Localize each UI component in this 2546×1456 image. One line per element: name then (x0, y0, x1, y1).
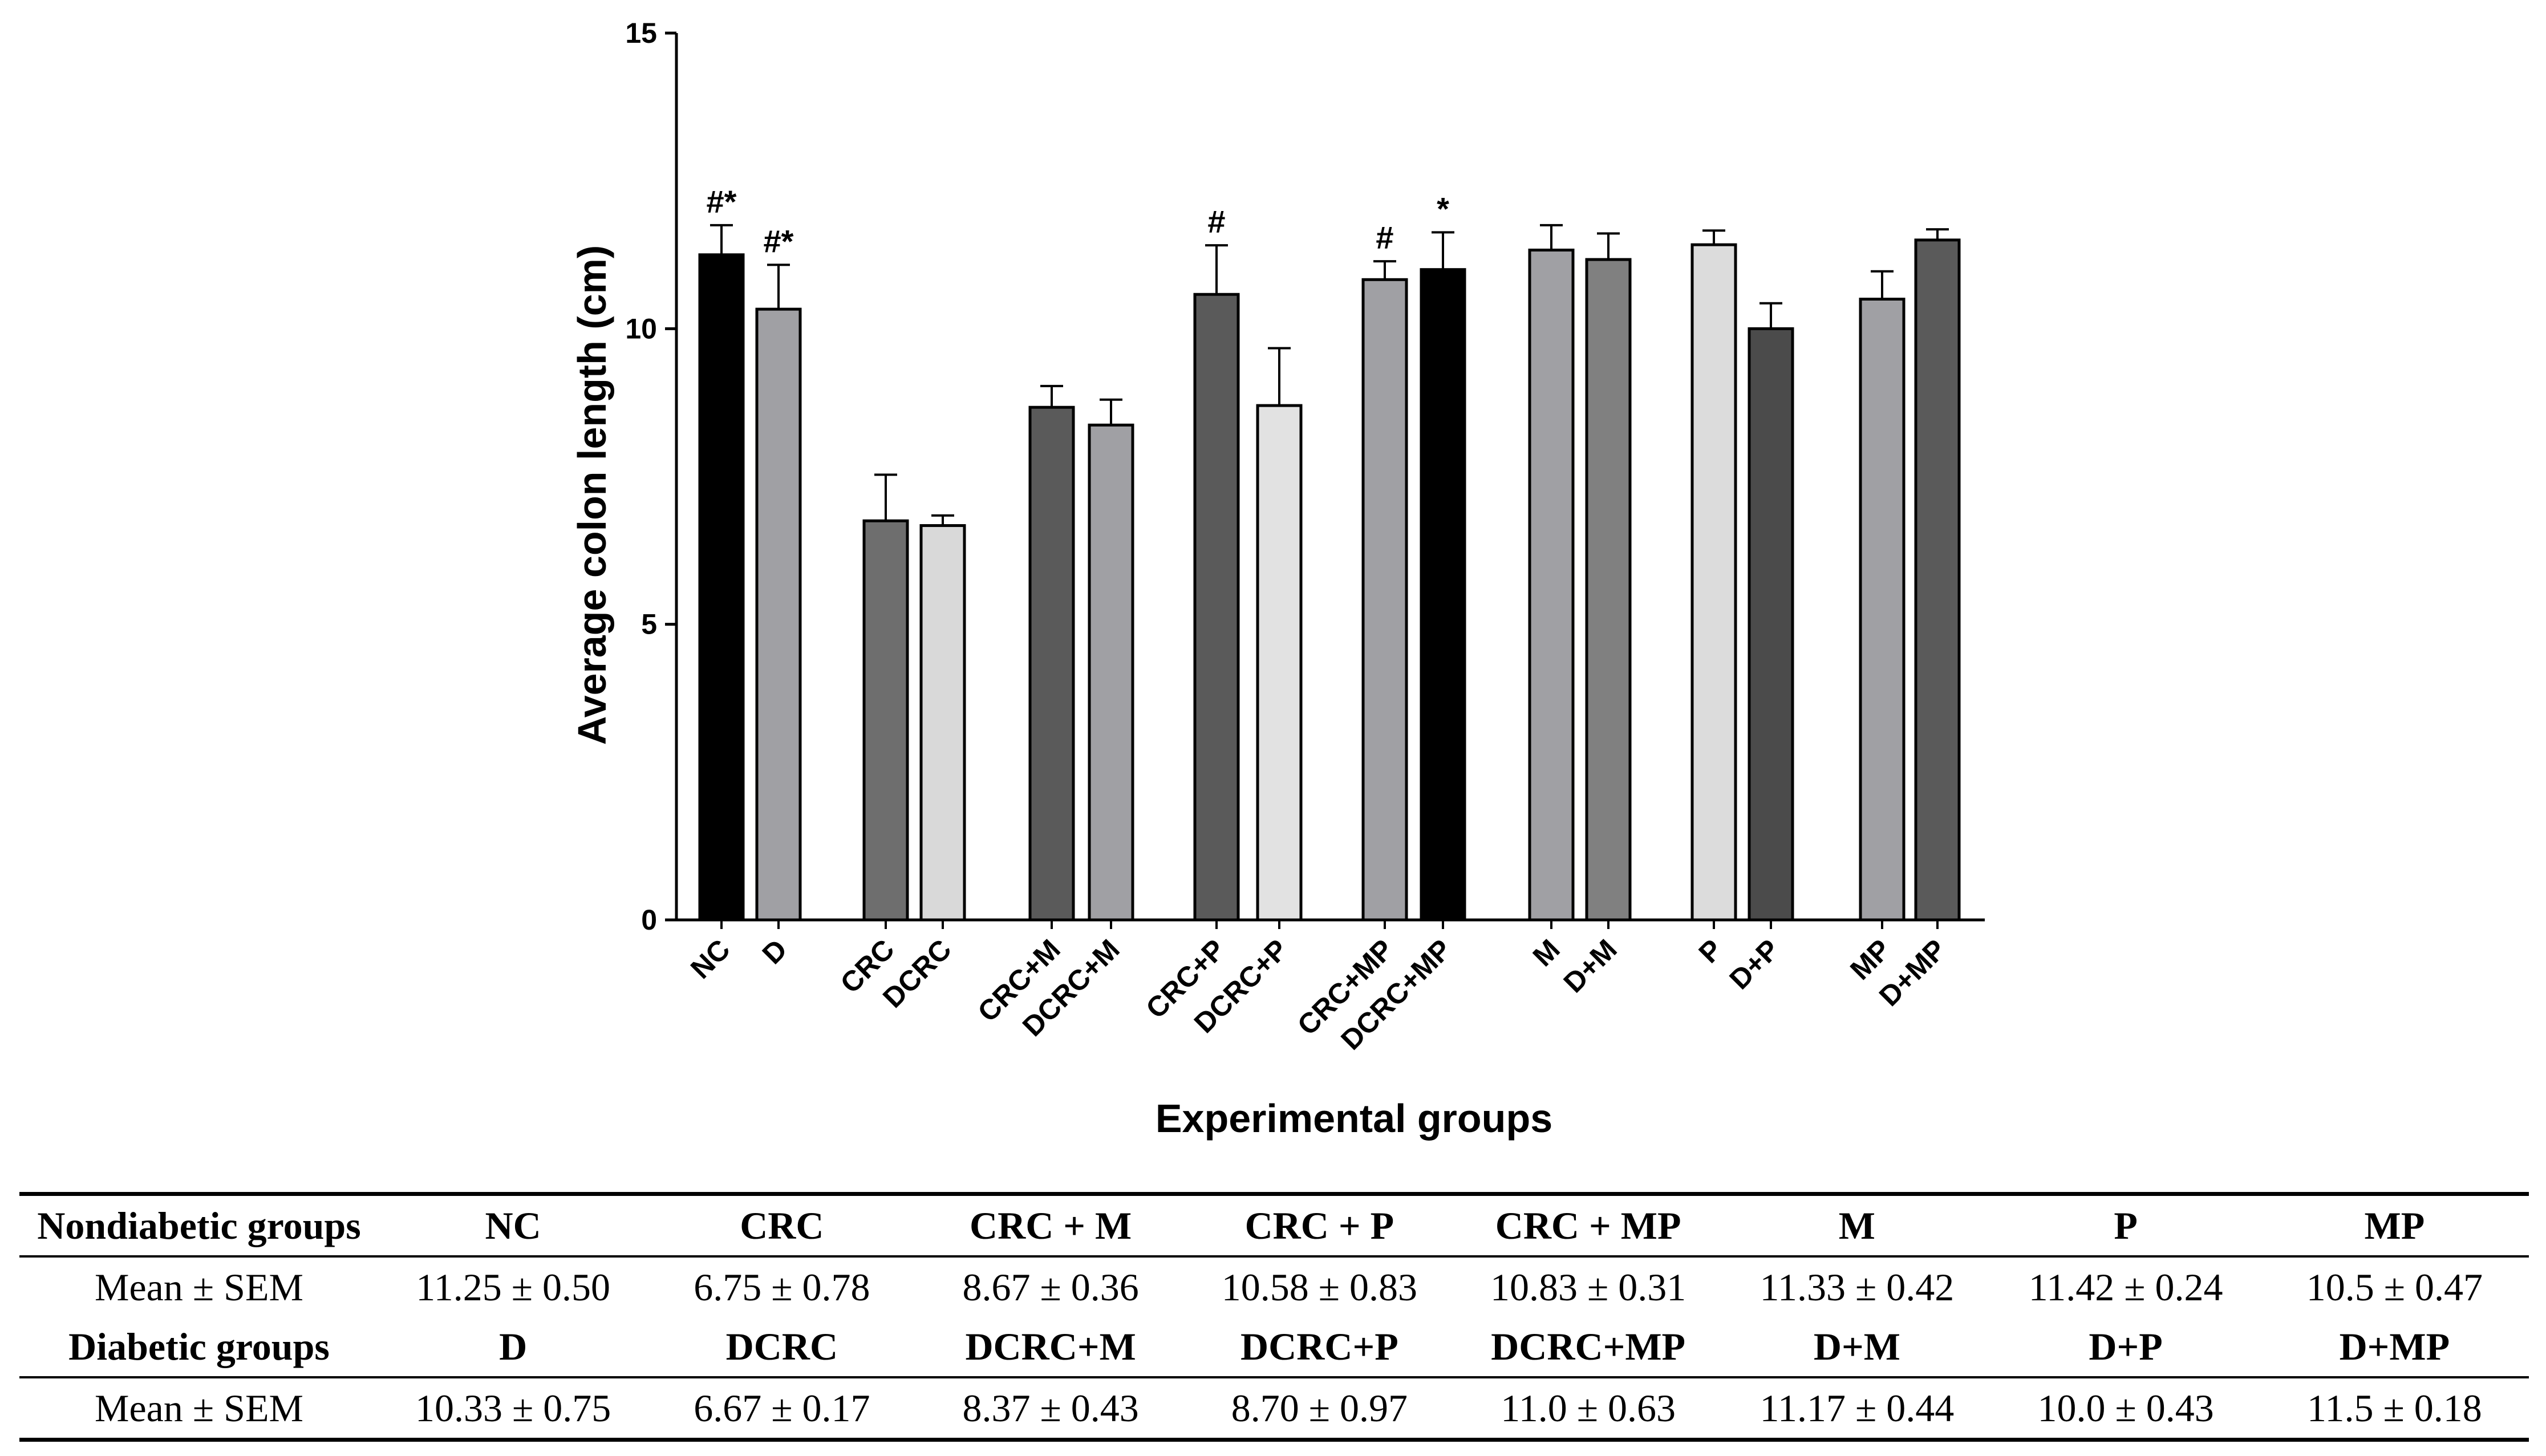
summary-table: Nondiabetic groups NC CRC CRC + M CRC + P CRC… (19, 1192, 2529, 1442)
table-cell: D+P (2089, 1324, 2163, 1368)
x-tick-label-nc: NC (684, 933, 736, 985)
bar-crc-plus-mp (1361, 278, 1408, 922)
bar-d-plus-p (1748, 327, 1794, 922)
table-cell: NC (379, 1192, 648, 1256)
y-tick-label-5: 5 (641, 609, 657, 640)
table-cell: 6.67 ± 0.17 (647, 1376, 917, 1442)
table-cell: 11.33 ± 0.42 (1722, 1255, 1992, 1317)
x-axis-title: Experimental groups (1156, 1096, 1552, 1141)
bar-crc-plus-p (1193, 293, 1240, 922)
table-row-label: Diabetic groups (68, 1324, 330, 1368)
table-cell: 8.37 ± 0.43 (916, 1376, 1185, 1442)
table-cell: 11.17 ± 0.44 (1722, 1376, 1992, 1442)
table-cell: 11.5 ± 0.18 (2260, 1376, 2529, 1442)
x-tick-label-d-plus-p: D+P (1723, 933, 1785, 995)
significance-label: # (1207, 204, 1225, 240)
significance-label: #* (764, 223, 794, 259)
table-cell: DCRC+P (1240, 1324, 1398, 1368)
table-cell: CRC + M (916, 1192, 1185, 1256)
bar-crc (862, 519, 909, 922)
table-row-label: Mean ± SEM (19, 1376, 379, 1442)
table-cell: CRC + P (1185, 1192, 1454, 1256)
table-cell: DCRC (725, 1324, 838, 1368)
bar-dcrc (919, 524, 966, 922)
x-tick-label-p: P (1693, 933, 1729, 969)
bar-dcrc-plus-m (1088, 423, 1134, 922)
bar-dcrc-plus-mp (1420, 268, 1466, 922)
bar-d-plus-m (1585, 258, 1632, 922)
table-cell: 10.5 ± 0.47 (2260, 1255, 2529, 1317)
y-axis-title: Average colon length (cm) (570, 245, 614, 745)
y-tick-label-0: 0 (641, 904, 657, 936)
bar-mp (1859, 298, 1906, 922)
table-row-label: Nondiabetic groups (19, 1192, 379, 1256)
table-row: Mean ± SEM 11.25 ± 0.50 6.75 ± 0.78 8.67 ± … (19, 1255, 2529, 1317)
bars-layer: #*#*# #* (698, 184, 1961, 922)
table-row-label: Mean ± SEM (19, 1255, 379, 1317)
bar-d (755, 307, 802, 922)
significance-label: #* (707, 184, 737, 220)
table-cell: 10.83 ± 0.31 (1454, 1255, 1723, 1317)
table-cell: 10.0 ± 0.43 (1991, 1376, 2260, 1442)
bar-m (1528, 248, 1575, 922)
significance-label: * (1437, 190, 1449, 226)
table-cell: 11.42 ± 0.24 (1991, 1255, 2260, 1317)
x-tick-label-m: M (1527, 933, 1566, 972)
x-tick-label-d: D (756, 933, 793, 970)
significance-label: # (1376, 220, 1393, 255)
bar-dcrc-plus-p (1256, 404, 1303, 922)
table-cell: 6.75 ± 0.78 (647, 1255, 917, 1317)
table-cell: CRC + MP (1454, 1192, 1723, 1256)
table-cell: CRC (647, 1192, 917, 1256)
table-cell: DCRC+MP (1491, 1324, 1686, 1368)
table-cell: DCRC+M (965, 1324, 1136, 1368)
table-cell: D (499, 1324, 528, 1368)
table-cell: MP (2260, 1192, 2529, 1256)
table-header-row: Diabetic groups D DCRC DCRC+M DCRC+P DCRC+MP D… (19, 1317, 2529, 1377)
x-tick-label-d-plus-m: D+M (1558, 933, 1623, 999)
bar-d-plus-mp (1914, 238, 1961, 922)
table-row: Mean ± SEM 10.33 ± 0.75 6.67 ± 0.17 8.37 ± … (19, 1376, 2529, 1442)
y-tick-label-10: 10 (625, 313, 657, 344)
y-tick-label-15: 15 (625, 17, 657, 49)
table-cell: D+MP (2339, 1324, 2450, 1368)
bar-p (1690, 243, 1737, 922)
table-header-row: Nondiabetic groups NC CRC CRC + M CRC + P CRC… (19, 1192, 2529, 1256)
bar-crc-plus-m (1028, 405, 1075, 922)
bar-nc (698, 253, 745, 922)
table-cell: M (1722, 1192, 1992, 1256)
table-cell: 10.58 ± 0.83 (1185, 1255, 1454, 1317)
table-cell: 8.67 ± 0.36 (916, 1255, 1185, 1317)
table-cell: 11.25 ± 0.50 (379, 1255, 648, 1317)
table-cell: P (1991, 1192, 2260, 1256)
table-cell: 10.33 ± 0.75 (379, 1376, 648, 1442)
table-cell: D+M (1813, 1324, 1900, 1368)
table-cell: 11.0 ± 0.63 (1454, 1376, 1723, 1442)
table-cell: 8.70 ± 0.97 (1185, 1376, 1454, 1442)
